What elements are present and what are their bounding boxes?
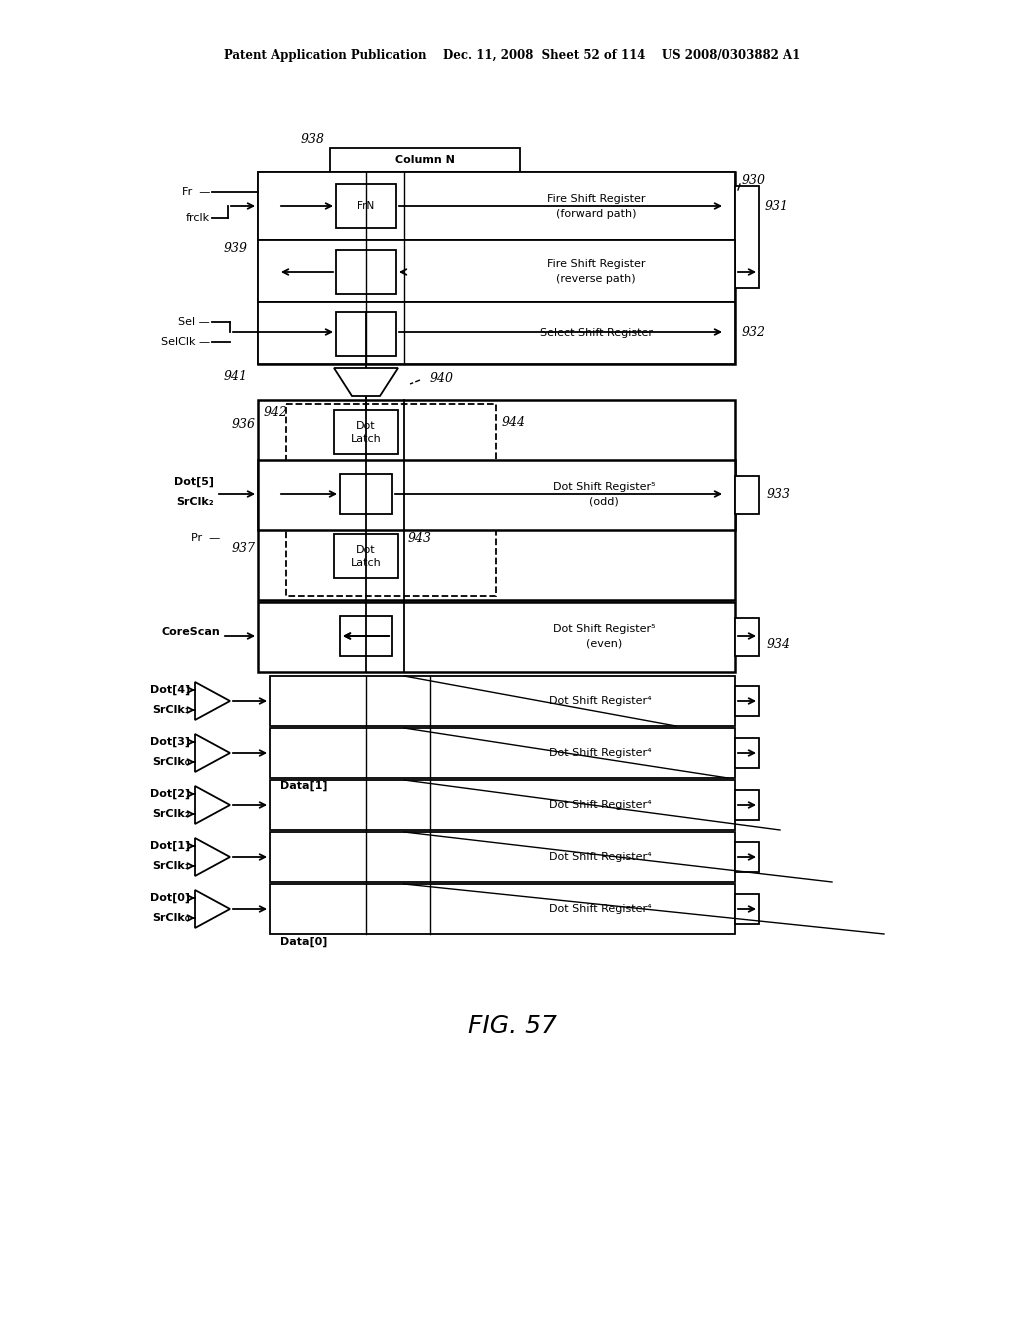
Text: 944: 944 bbox=[502, 416, 526, 429]
Text: SrClk₂: SrClk₂ bbox=[153, 809, 190, 818]
Text: Dot[5]: Dot[5] bbox=[174, 477, 214, 487]
Text: Column N: Column N bbox=[395, 154, 455, 165]
Text: 934: 934 bbox=[767, 639, 791, 652]
Text: Dot Shift Register⁵: Dot Shift Register⁵ bbox=[553, 624, 655, 634]
Bar bbox=[334, 411, 398, 454]
Polygon shape bbox=[195, 785, 230, 824]
Bar bbox=[735, 789, 759, 820]
Text: SrClk₀: SrClk₀ bbox=[153, 913, 190, 923]
Text: FIG. 57: FIG. 57 bbox=[468, 1014, 556, 1038]
Text: CoreScan: CoreScan bbox=[161, 627, 220, 638]
Bar bbox=[286, 404, 496, 597]
Bar bbox=[735, 477, 759, 513]
Bar bbox=[270, 676, 735, 726]
Text: Dot[3]: Dot[3] bbox=[150, 737, 190, 747]
Text: 932: 932 bbox=[742, 326, 766, 339]
Text: Sel —: Sel — bbox=[178, 317, 210, 327]
Text: Dot[0]: Dot[0] bbox=[150, 892, 190, 903]
Text: Fire Shift Register: Fire Shift Register bbox=[547, 194, 645, 205]
Bar bbox=[258, 172, 735, 240]
Text: 940: 940 bbox=[430, 371, 454, 384]
Text: (reverse path): (reverse path) bbox=[556, 275, 636, 284]
Bar bbox=[340, 616, 392, 656]
Text: Fr  —: Fr — bbox=[181, 187, 210, 197]
Bar bbox=[270, 729, 735, 777]
Bar bbox=[258, 240, 735, 302]
Bar bbox=[270, 780, 735, 830]
Bar bbox=[258, 400, 735, 601]
Text: Dot Shift Register⁴: Dot Shift Register⁴ bbox=[549, 904, 651, 913]
Bar bbox=[270, 832, 735, 882]
Text: Dot[1]: Dot[1] bbox=[150, 841, 190, 851]
Bar bbox=[330, 148, 520, 172]
Bar bbox=[336, 312, 396, 356]
Text: Dot Shift Register⁴: Dot Shift Register⁴ bbox=[549, 748, 651, 758]
Bar bbox=[336, 183, 396, 228]
Bar bbox=[336, 249, 396, 294]
Text: Select Shift Register: Select Shift Register bbox=[540, 327, 652, 338]
Polygon shape bbox=[195, 734, 230, 772]
Bar bbox=[258, 302, 735, 364]
Text: 939: 939 bbox=[224, 242, 248, 255]
Bar bbox=[258, 459, 735, 531]
Text: 930: 930 bbox=[742, 173, 766, 186]
Text: 941: 941 bbox=[224, 370, 248, 383]
Text: 938: 938 bbox=[301, 133, 325, 147]
Bar bbox=[735, 686, 759, 715]
Bar bbox=[735, 186, 759, 288]
Text: Data[0]: Data[0] bbox=[280, 937, 328, 948]
Text: (forward path): (forward path) bbox=[556, 209, 636, 219]
Bar bbox=[258, 172, 735, 364]
Text: (odd): (odd) bbox=[589, 498, 618, 507]
Text: Dot Shift Register⁵: Dot Shift Register⁵ bbox=[553, 482, 655, 492]
Bar bbox=[334, 535, 398, 578]
Text: SrClk₂: SrClk₂ bbox=[176, 498, 214, 507]
Text: Dot Shift Register⁴: Dot Shift Register⁴ bbox=[549, 696, 651, 706]
Bar bbox=[258, 602, 735, 672]
Text: Dot: Dot bbox=[356, 545, 376, 554]
Text: 936: 936 bbox=[232, 417, 256, 430]
Text: SrClk₁: SrClk₁ bbox=[153, 861, 190, 871]
Polygon shape bbox=[195, 890, 230, 928]
Text: Dot Shift Register⁴: Dot Shift Register⁴ bbox=[549, 800, 651, 810]
Text: 937: 937 bbox=[232, 541, 256, 554]
Text: (even): (even) bbox=[586, 639, 623, 649]
Text: Fire Shift Register: Fire Shift Register bbox=[547, 259, 645, 269]
Polygon shape bbox=[334, 368, 398, 396]
Polygon shape bbox=[195, 682, 230, 719]
Text: 943: 943 bbox=[408, 532, 432, 545]
Text: Patent Application Publication    Dec. 11, 2008  Sheet 52 of 114    US 2008/0303: Patent Application Publication Dec. 11, … bbox=[224, 49, 800, 62]
Text: frclk: frclk bbox=[186, 213, 210, 223]
Bar bbox=[735, 894, 759, 924]
Text: Latch: Latch bbox=[350, 558, 381, 568]
Text: FrN: FrN bbox=[357, 201, 375, 211]
Text: SrClk₀: SrClk₀ bbox=[153, 756, 190, 767]
Text: 942: 942 bbox=[264, 407, 288, 418]
Text: Dot[2]: Dot[2] bbox=[150, 789, 190, 799]
Polygon shape bbox=[195, 838, 230, 876]
Bar bbox=[735, 618, 759, 656]
Text: Pr  —: Pr — bbox=[190, 533, 220, 543]
Text: Dot: Dot bbox=[356, 421, 376, 432]
Bar bbox=[270, 884, 735, 935]
Bar bbox=[340, 474, 392, 513]
Text: Data[1]: Data[1] bbox=[280, 781, 328, 791]
Text: Dot[4]: Dot[4] bbox=[150, 685, 190, 696]
Text: 933: 933 bbox=[767, 488, 791, 502]
Text: Latch: Latch bbox=[350, 434, 381, 444]
Text: SelClk —: SelClk — bbox=[161, 337, 210, 347]
Text: SrClk₁: SrClk₁ bbox=[153, 705, 190, 715]
Bar bbox=[735, 738, 759, 768]
Text: Dot Shift Register⁴: Dot Shift Register⁴ bbox=[549, 851, 651, 862]
Text: 931: 931 bbox=[765, 199, 790, 213]
Bar bbox=[735, 842, 759, 873]
